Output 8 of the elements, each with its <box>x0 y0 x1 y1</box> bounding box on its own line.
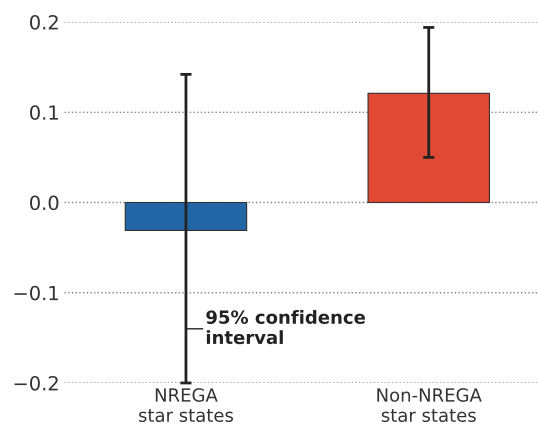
y-tick-label: 0.1 <box>30 105 58 120</box>
y-tick-label: 0.0 <box>30 195 58 210</box>
x-tick-label: Non-NREGA star states <box>377 388 482 422</box>
x-tick-label: NREGA star states <box>139 388 234 422</box>
annotation: 95% confidence interval <box>206 310 365 344</box>
y-tick-label: 0.2 <box>30 14 58 30</box>
y-tick-label: −0.1 <box>14 286 58 300</box>
y-tick-label: −0.2 <box>14 376 58 391</box>
